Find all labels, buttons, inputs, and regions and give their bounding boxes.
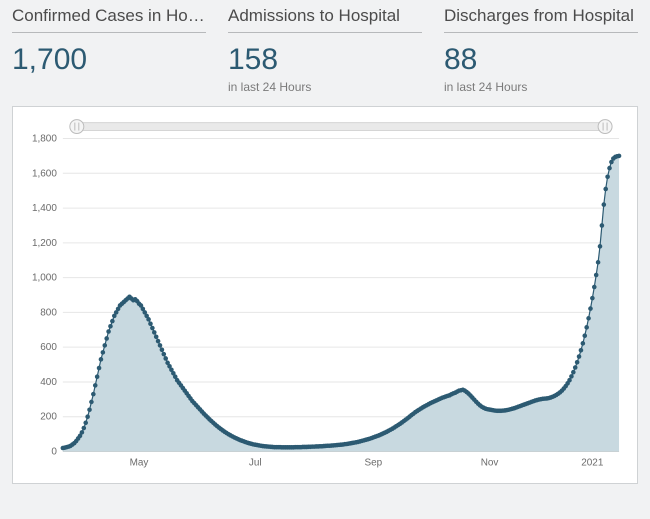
data-point[interactable] — [571, 370, 576, 375]
data-point[interactable] — [93, 383, 98, 388]
data-point[interactable] — [579, 348, 584, 353]
data-point[interactable] — [160, 347, 165, 352]
y-tick-label: 0 — [51, 446, 57, 457]
range-handle-left[interactable] — [70, 120, 84, 134]
data-point[interactable] — [99, 357, 104, 362]
y-tick-label: 1,400 — [32, 203, 57, 214]
data-point[interactable] — [588, 306, 593, 311]
x-tick-label: Jul — [249, 457, 262, 468]
stat-card-admissions: Admissions to Hospital 158 in last 24 Ho… — [228, 6, 422, 94]
stat-title: Admissions to Hospital — [228, 6, 422, 33]
data-point[interactable] — [582, 333, 587, 338]
data-point[interactable] — [146, 317, 151, 322]
y-tick-label: 200 — [40, 412, 57, 423]
data-point[interactable] — [575, 360, 580, 365]
range-track[interactable] — [77, 123, 605, 131]
range-handle-right[interactable] — [598, 120, 612, 134]
series-area — [63, 156, 619, 452]
data-point[interactable] — [150, 326, 155, 331]
stat-value: 158 — [228, 43, 422, 76]
data-point[interactable] — [596, 260, 601, 265]
stat-value: 1,700 — [12, 43, 206, 76]
data-point[interactable] — [581, 341, 586, 346]
data-point[interactable] — [158, 343, 163, 348]
data-point[interactable] — [87, 407, 92, 412]
data-point[interactable] — [586, 316, 591, 321]
data-point[interactable] — [590, 296, 595, 301]
data-point[interactable] — [162, 352, 167, 357]
data-point[interactable] — [85, 414, 90, 419]
data-point[interactable] — [154, 334, 159, 339]
stats-row: Confirmed Cases in Hospital 1,700 Admiss… — [0, 0, 650, 106]
y-tick-label: 600 — [40, 342, 57, 353]
y-tick-label: 800 — [40, 307, 57, 318]
data-point[interactable] — [573, 365, 578, 370]
data-point[interactable] — [104, 336, 109, 341]
data-point[interactable] — [156, 339, 161, 344]
data-point[interactable] — [106, 329, 111, 334]
data-point[interactable] — [89, 400, 94, 405]
y-tick-label: 400 — [40, 377, 57, 388]
data-point[interactable] — [592, 285, 597, 290]
data-point[interactable] — [577, 354, 582, 359]
data-point[interactable] — [95, 374, 100, 379]
x-tick-label: Sep — [364, 457, 382, 468]
y-tick-label: 1,800 — [32, 134, 57, 145]
data-point[interactable] — [603, 187, 608, 192]
stat-sub: in last 24 Hours — [228, 80, 422, 94]
data-point[interactable] — [80, 430, 85, 435]
data-point[interactable] — [602, 202, 607, 207]
data-point[interactable] — [148, 321, 153, 326]
y-tick-label: 1,000 — [32, 273, 57, 284]
data-point[interactable] — [82, 426, 87, 431]
data-point[interactable] — [102, 343, 107, 348]
data-point[interactable] — [83, 421, 88, 426]
x-tick-label: May — [130, 457, 149, 468]
data-point[interactable] — [163, 356, 168, 361]
data-point[interactable] — [584, 325, 589, 330]
stat-title: Discharges from Hospital — [444, 6, 638, 33]
data-point[interactable] — [600, 223, 605, 228]
stat-card-confirmed: Confirmed Cases in Hospital 1,700 — [12, 6, 206, 94]
y-tick-label: 1,200 — [32, 238, 57, 249]
x-tick-label: Nov — [481, 457, 499, 468]
stat-value: 88 — [444, 43, 638, 76]
data-point[interactable] — [594, 273, 599, 278]
chart-panel: 0 200 400 600 800 1,000 1,200 1,400 1,600 1,800 Ma… — [12, 106, 638, 484]
data-point[interactable] — [91, 392, 96, 397]
data-point[interactable] — [152, 330, 157, 335]
data-point[interactable] — [101, 350, 106, 355]
data-point[interactable] — [97, 366, 102, 371]
data-point[interactable] — [605, 174, 610, 179]
data-point[interactable] — [598, 244, 603, 249]
data-point[interactable] — [569, 374, 574, 379]
data-point[interactable] — [607, 166, 612, 171]
stat-title: Confirmed Cases in Hospital — [12, 6, 206, 33]
cases-area-chart: 0 200 400 600 800 1,000 1,200 1,400 1,600 1,800 Ma… — [19, 117, 631, 477]
stat-sub: in last 24 Hours — [444, 80, 638, 94]
x-tick-label: 2021 — [581, 457, 604, 468]
data-point[interactable] — [108, 324, 113, 329]
stat-card-discharges: Discharges from Hospital 88 in last 24 H… — [444, 6, 638, 94]
data-point[interactable] — [617, 154, 622, 159]
data-point[interactable] — [110, 319, 115, 324]
y-tick-label: 1,600 — [32, 168, 57, 179]
